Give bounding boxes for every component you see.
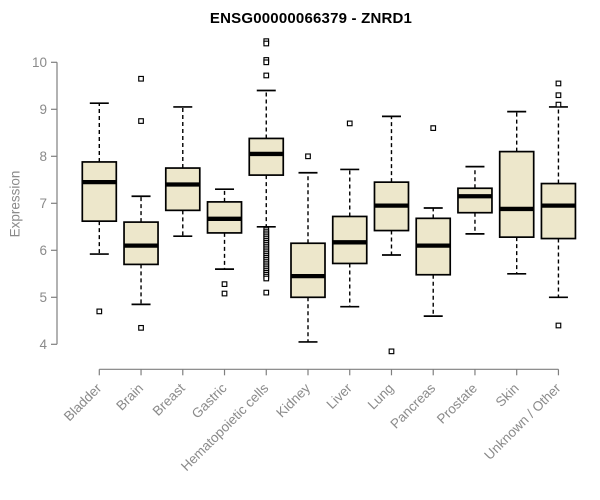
- box-group-skin: [498, 110, 535, 275]
- outlier-point: [346, 120, 353, 127]
- y-axis-tick-label: 10: [32, 55, 47, 70]
- outlier-point: [221, 290, 228, 297]
- box-group-prostate: [457, 165, 493, 235]
- outlier-point: [430, 125, 437, 131]
- outlier-point: [555, 92, 562, 99]
- outlier-point: [96, 308, 103, 315]
- y-axis-tick-label: 7: [39, 196, 47, 211]
- outlier-point: [138, 118, 144, 124]
- x-axis-label-pancreas: Pancreas: [387, 380, 438, 431]
- iqr-box: [331, 215, 368, 265]
- y-axis-tick-label: 6: [39, 243, 47, 258]
- iqr-box: [457, 187, 493, 214]
- iqr-box: [164, 167, 201, 212]
- outlier-point: [263, 40, 270, 47]
- box-group-bladder: [81, 102, 118, 315]
- outlier-point: [555, 80, 562, 87]
- box-group-brain: [123, 75, 159, 331]
- outlier-point: [138, 324, 144, 331]
- x-axis-label-kidney: Kidney: [273, 380, 313, 420]
- outlier-point: [263, 275, 270, 282]
- x-axis-label-skin: Skin: [493, 381, 522, 410]
- chart-title: ENSG00000066379 - ZNRD1: [209, 10, 413, 27]
- box-group-breast: [164, 106, 201, 238]
- box-group-lung: [373, 115, 410, 355]
- outlier-point: [263, 59, 270, 66]
- iqr-box: [498, 150, 535, 238]
- box-group-pancreas: [415, 125, 452, 317]
- outlier-point: [263, 289, 270, 296]
- outlier-point: [263, 72, 270, 79]
- x-axis-label-brain: Brain: [113, 381, 146, 414]
- iqr-box: [540, 182, 577, 240]
- x-axis-label-breast: Breast: [150, 380, 188, 418]
- x-axis-label-unknown-other: Unknown / Other: [481, 380, 564, 463]
- iqr-box: [290, 242, 326, 299]
- x-axis-label-prostate: Prostate: [434, 381, 480, 427]
- y-axis-tick-label: 9: [39, 102, 47, 117]
- outlier-point: [555, 101, 562, 108]
- iqr-box: [248, 137, 285, 176]
- iqr-box: [81, 161, 118, 223]
- x-axis-label-gastric: Gastric: [189, 380, 230, 421]
- y-axis-tick-label: 5: [39, 290, 47, 305]
- iqr-box: [123, 221, 159, 266]
- x-axis-label-bladder: Bladder: [61, 380, 105, 424]
- box-group-liver: [331, 120, 368, 308]
- x-axis-label-liver: Liver: [324, 380, 356, 412]
- outlier-point: [388, 348, 395, 355]
- outlier-point: [555, 322, 562, 329]
- y-axis-tick-label: 4: [39, 337, 47, 352]
- box-group-unknown-other: [540, 80, 577, 329]
- outlier-point: [221, 281, 228, 288]
- box-group-gastric: [206, 188, 243, 297]
- box-group-kidney: [290, 153, 326, 343]
- box-group-hematopoietic-cells: [248, 38, 285, 296]
- outlier-point: [305, 153, 311, 160]
- y-axis-tick-label: 8: [39, 149, 47, 164]
- outlier-point: [138, 75, 144, 82]
- x-axis-label-lung: Lung: [365, 381, 397, 413]
